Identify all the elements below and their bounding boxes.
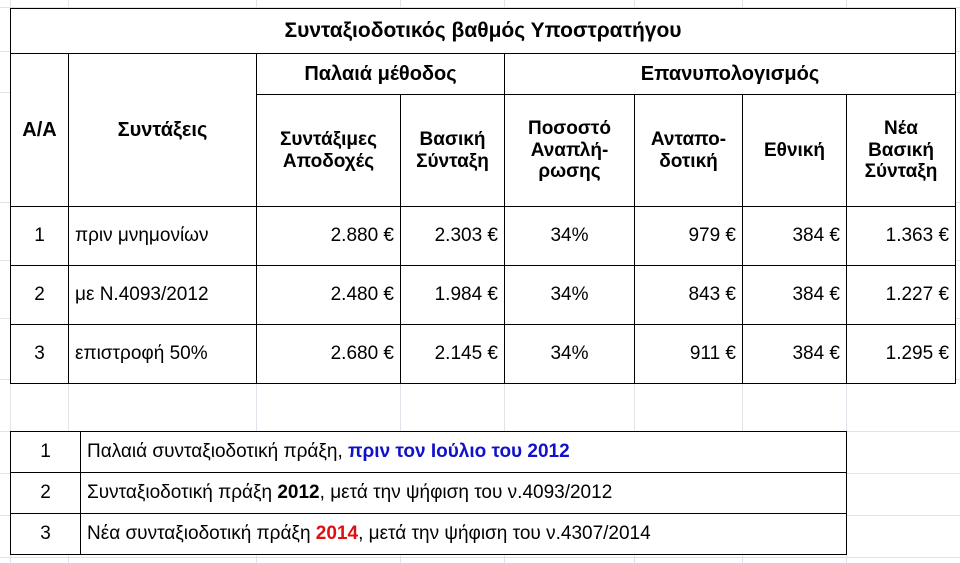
cell-national: 384 € xyxy=(742,324,847,384)
legend-text: Νέα συνταξιοδοτική πράξη 2014, μετά την … xyxy=(80,513,847,555)
cell-contributory: 911 € xyxy=(634,324,743,384)
cell-replacement-rate: 34% xyxy=(504,324,635,384)
table-group-header-row: Α/Α Συντάξεις Παλαιά μέθοδος Επανυπολογι… xyxy=(10,53,957,207)
cell-pensionable-earnings: 2.680 € xyxy=(256,324,401,384)
legend-table: 1 Παλαιά συνταξιοδοτική πράξη, πριν τον … xyxy=(10,431,847,555)
group-header-recalculation: Επανυπολογισμός xyxy=(503,53,957,95)
cell-contributory: 979 € xyxy=(634,206,743,266)
cell-new-basic-pension: 1.227 € xyxy=(845,265,957,325)
cell-national: 384 € xyxy=(742,265,847,325)
cell-index: 3 xyxy=(10,324,69,384)
cell-index: 2 xyxy=(10,265,69,325)
legend-index: 1 xyxy=(10,431,81,473)
cell-new-basic-pension: 1.295 € xyxy=(845,324,957,384)
table-sub-header-row: Συντάξιμες Αποδοχές Βασική Σύνταξη Ποσοσ… xyxy=(11,94,957,207)
legend-text-plain-before: Νέα συνταξιοδοτική πράξη xyxy=(87,523,316,544)
column-header-pensionable-earnings: Συντάξιμες Αποδοχές xyxy=(256,94,401,207)
page-title: Συνταξιοδοτικός βαθμός Υποστρατήγου xyxy=(9,8,957,54)
legend-text-plain-before: Συνταξιοδοτική πράξη xyxy=(87,482,278,503)
cell-new-basic-pension: 1.363 € xyxy=(845,206,957,266)
legend-text: Συνταξιοδοτική πράξη 2012, μετά την ψήφι… xyxy=(80,472,847,514)
cell-pensionable-earnings: 2.880 € xyxy=(256,206,401,266)
cell-pension-label: με Ν.4093/2012 xyxy=(68,265,257,325)
column-header-replacement-rate: Ποσοστό Αναπλή- ρωσης xyxy=(504,94,635,207)
cell-basic-pension: 1.984 € xyxy=(400,265,505,325)
column-header-contributory: Ανταπο- δοτική xyxy=(634,94,743,207)
cell-contributory: 843 € xyxy=(634,265,743,325)
column-header-pensions: Συντάξεις xyxy=(68,53,257,207)
grid-line-horizontal xyxy=(0,557,960,558)
legend-text-highlight: 2012 xyxy=(277,482,320,503)
cell-replacement-rate: 34% xyxy=(504,206,635,266)
legend-index: 2 xyxy=(10,472,81,514)
cell-basic-pension: 2.145 € xyxy=(400,324,505,384)
cell-replacement-rate: 34% xyxy=(504,265,635,325)
table-row: 1 πριν μνημονίων 2.880 € 2.303 € 34% 979… xyxy=(10,206,957,266)
cell-pensionable-earnings: 2.480 € xyxy=(256,265,401,325)
group-header-old-method: Παλαιά μέθοδος xyxy=(256,53,505,95)
column-header-new-basic-pension: Νέα Βασική Σύνταξη xyxy=(845,94,957,207)
legend-row: 1 Παλαιά συνταξιοδοτική πράξη, πριν τον … xyxy=(10,431,847,473)
table-row: 3 επιστροφή 50% 2.680 € 2.145 € 34% 911 … xyxy=(10,324,957,384)
legend-text-highlight: πριν τον Ιούλιο του 2012 xyxy=(348,441,570,462)
legend-row: 2 Συνταξιοδοτική πράξη 2012, μετά την ψή… xyxy=(10,472,847,514)
cell-pension-label: πριν μνημονίων xyxy=(68,206,257,266)
column-header-national: Εθνική xyxy=(742,94,847,207)
pension-comparison-table: Συνταξιοδοτικός βαθμός Υποστρατήγου Α/Α … xyxy=(9,8,957,384)
column-header-basic-pension: Βασική Σύνταξη xyxy=(400,94,505,207)
legend-text-highlight: 2014 xyxy=(315,523,359,544)
cell-basic-pension: 2.303 € xyxy=(400,206,505,266)
table-title-row: Συνταξιοδοτικός βαθμός Υποστρατήγου xyxy=(9,8,957,54)
legend-text: Παλαιά συνταξιοδοτική πράξη, πριν τον Ιο… xyxy=(80,431,847,473)
legend-text-plain-after: , μετά την ψήφιση του ν.4307/2014 xyxy=(358,523,651,544)
legend-index: 3 xyxy=(10,513,81,555)
cell-index: 1 xyxy=(10,206,69,266)
cell-pension-label: επιστροφή 50% xyxy=(68,324,257,384)
legend-text-plain-after: , μετά την ψήφιση του ν.4093/2012 xyxy=(319,482,613,503)
legend-row: 3 Νέα συνταξιοδοτική πράξη 2014, μετά τη… xyxy=(10,513,847,555)
column-header-index: Α/Α xyxy=(10,53,69,207)
legend-text-plain-before: Παλαιά συνταξιοδοτική πράξη, xyxy=(87,441,348,462)
table-row: 2 με Ν.4093/2012 2.480 € 1.984 € 34% 843… xyxy=(10,265,957,325)
cell-national: 384 € xyxy=(742,206,847,266)
